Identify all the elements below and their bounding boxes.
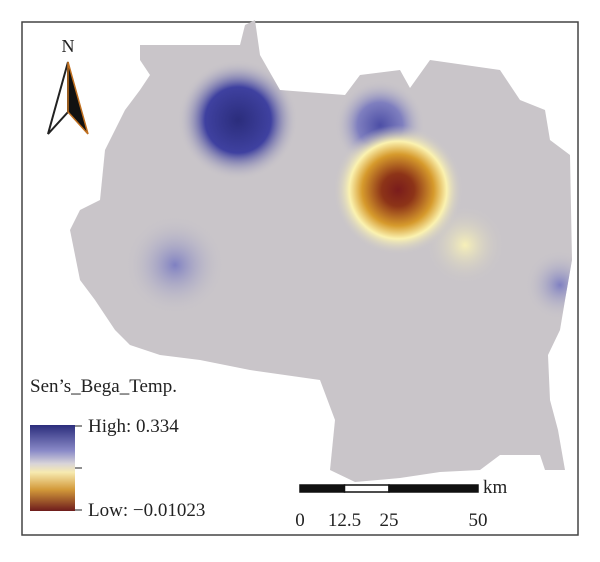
north-arrow [47, 61, 89, 135]
legend-ramp [30, 425, 75, 511]
legend-high: High: 0.334 [88, 416, 179, 437]
scale-segment [299, 484, 346, 493]
scale-segment [388, 484, 479, 493]
legend-title: Sen’s_Bega_Temp. [30, 376, 177, 397]
trend-hotspot [125, 215, 225, 315]
trend-hotspot [525, 250, 572, 320]
scale-segment [343, 484, 390, 493]
scale-label: 50 [469, 510, 488, 531]
north-label: N [62, 36, 75, 56]
scale-label: 12.5 [328, 510, 361, 531]
scale-bar: 0 12.5 25 50 km [295, 477, 507, 531]
scale-label: 25 [380, 510, 399, 531]
scale-label: 0 [295, 510, 305, 531]
trend-hotspot [333, 125, 463, 255]
legend-low: Low: −0.01023 [88, 500, 205, 521]
scale-unit: km [483, 477, 508, 498]
trend-hotspot [178, 60, 298, 180]
